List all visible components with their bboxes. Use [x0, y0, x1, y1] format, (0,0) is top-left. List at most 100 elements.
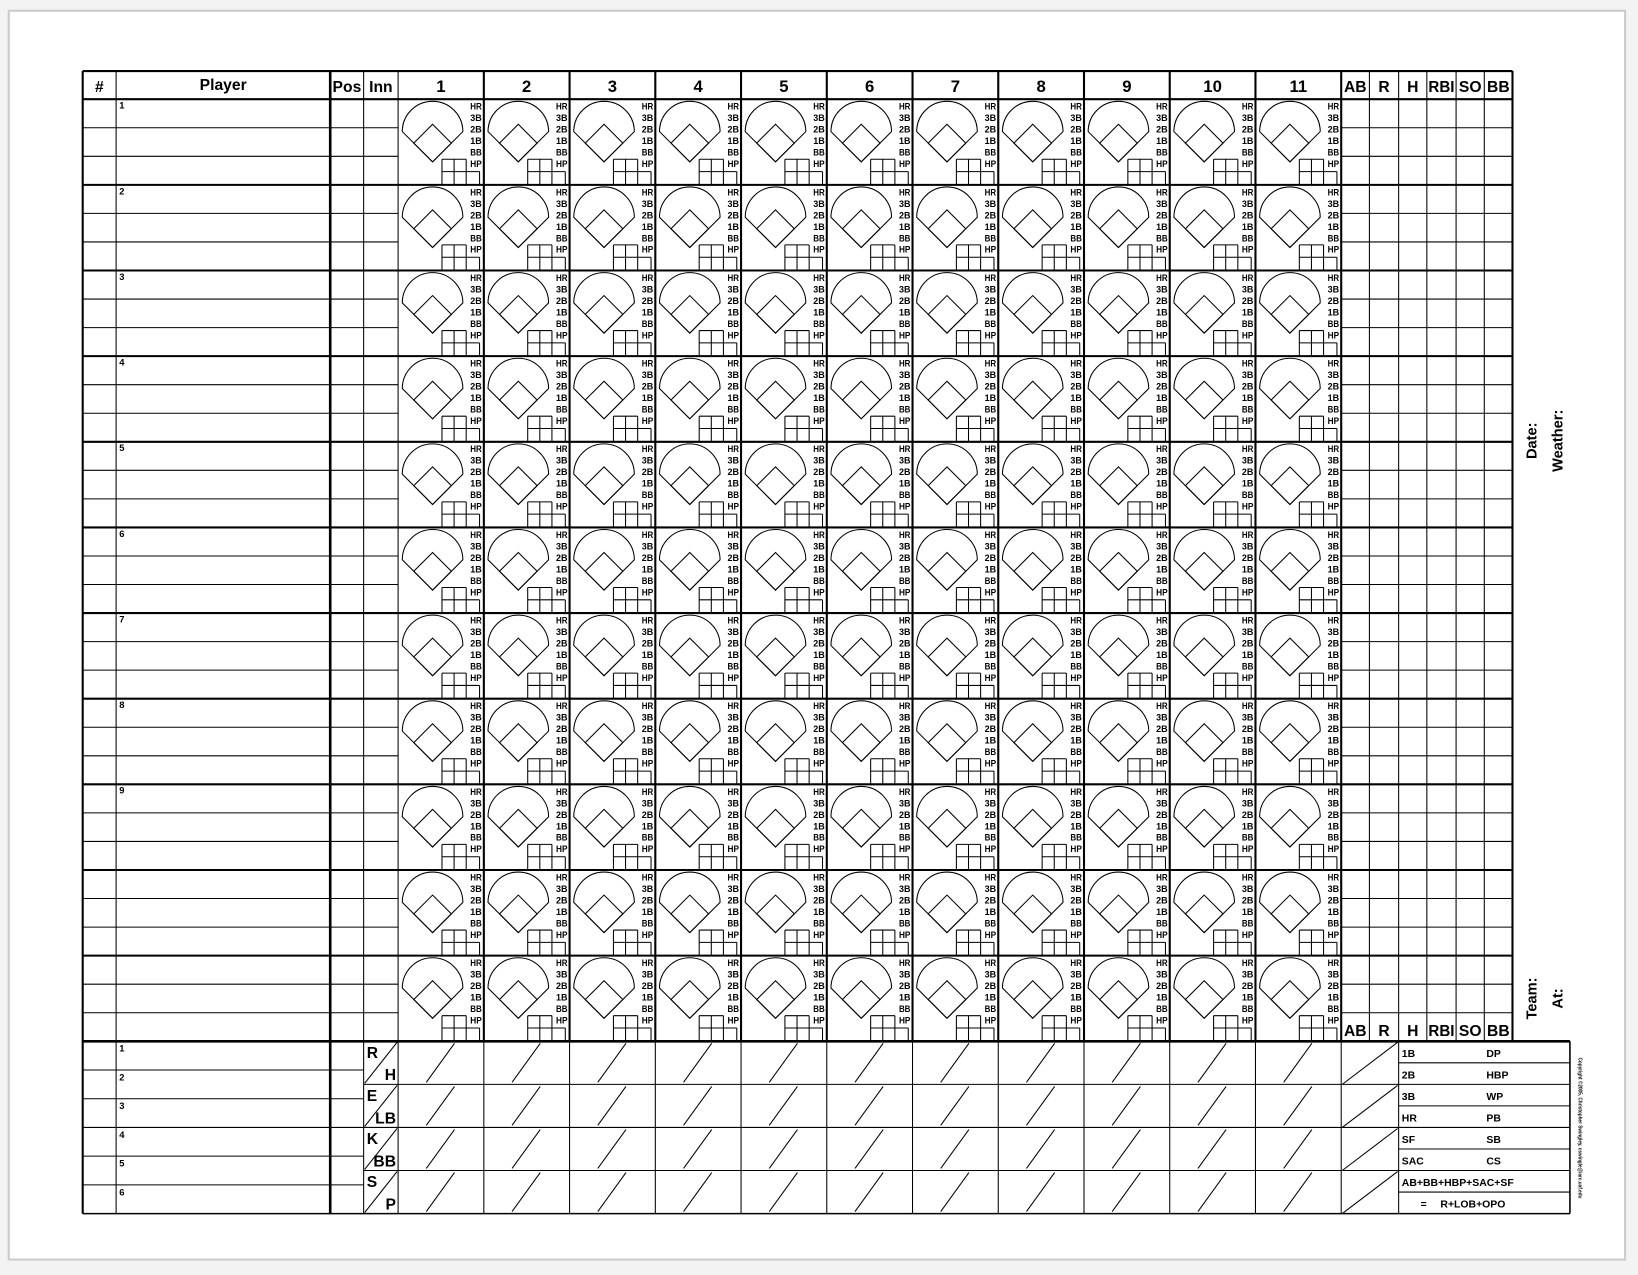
pitcher-slot-number: 5: [119, 1158, 124, 1169]
result-3b: 3B: [642, 112, 654, 123]
diamond-icon: [413, 723, 453, 763]
slot-number: 2: [119, 185, 124, 196]
result-1b: 1B: [1156, 135, 1168, 146]
result-hp: HP: [1156, 843, 1167, 854]
result-3b: 3B: [470, 455, 482, 466]
stats-total-diagonal: [1341, 1171, 1398, 1215]
result-bb: BB: [899, 318, 911, 329]
result-hr: HR: [899, 101, 911, 112]
result-bb: BB: [642, 489, 654, 500]
result-hr: HR: [1242, 957, 1254, 968]
result-bb: BB: [985, 232, 997, 243]
result-hr: HR: [813, 871, 825, 882]
result-3b: 3B: [727, 883, 739, 894]
result-1b: 1B: [1156, 563, 1168, 574]
field-outline-icon: [658, 529, 721, 591]
result-hr: HR: [1242, 443, 1254, 454]
result-1b: 1B: [556, 649, 568, 660]
diamond-icon: [927, 209, 967, 249]
result-hr: HR: [1328, 529, 1340, 540]
result-2b: 2B: [556, 552, 568, 563]
result-3b: 3B: [642, 198, 654, 209]
count-boxes: [870, 158, 909, 185]
result-hr: HR: [727, 700, 739, 711]
count-boxes: [441, 929, 481, 956]
result-1b: 1B: [813, 306, 825, 317]
count-boxes: [955, 929, 995, 956]
field-outline-icon: [1087, 786, 1150, 848]
result-2b: 2B: [1070, 209, 1082, 220]
count-boxes: [784, 758, 824, 785]
diamond-icon: [584, 123, 624, 163]
header-inning-11: 11: [1289, 77, 1307, 96]
diamond-icon: [755, 637, 796, 677]
result-hp: HP: [556, 329, 567, 340]
label-diagonal: [364, 1128, 398, 1170]
result-bb: BB: [642, 917, 654, 928]
field-outline-icon: [1001, 186, 1064, 249]
result-3b: 3B: [1328, 198, 1340, 209]
result-3b: 3B: [1156, 712, 1168, 723]
result-hr: HR: [727, 358, 739, 369]
result-hr: HR: [1242, 186, 1254, 197]
result-1b: 1B: [1156, 735, 1168, 746]
result-bb: BB: [556, 575, 568, 586]
result-3b: 3B: [1156, 540, 1168, 551]
footer-stat-so: SO: [1459, 1023, 1482, 1040]
result-2b: 2B: [985, 295, 997, 306]
result-hp: HP: [813, 244, 824, 255]
result-hr: HR: [813, 101, 825, 112]
total-cell-slash: [1197, 1086, 1227, 1126]
result-1b: 1B: [727, 392, 739, 403]
result-3b: 3B: [556, 540, 568, 551]
count-boxes: [1298, 843, 1338, 870]
result-hp: HP: [1242, 329, 1253, 340]
result-1b: 1B: [1328, 735, 1340, 746]
result-3b: 3B: [556, 198, 568, 209]
result-3b: 3B: [813, 283, 825, 294]
result-3b: 3B: [1070, 283, 1082, 294]
result-1b: 1B: [813, 820, 825, 831]
result-1b: 1B: [899, 563, 911, 574]
diamond-icon: [927, 637, 967, 677]
result-hr: HR: [1070, 101, 1082, 112]
field-outline-icon: [1001, 700, 1064, 763]
diamond-icon: [1184, 294, 1224, 334]
slot-number: 5: [119, 442, 124, 453]
count-boxes: [1041, 244, 1081, 271]
field-outline-icon: [401, 871, 464, 934]
result-3b: 3B: [1328, 626, 1340, 637]
diamond-icon: [1098, 123, 1138, 163]
result-hp: HP: [556, 758, 567, 769]
result-3b: 3B: [642, 283, 654, 294]
result-hp: HP: [985, 244, 996, 255]
total-cell-slash: [1283, 1086, 1313, 1126]
result-2b: 2B: [813, 381, 825, 392]
count-boxes: [1298, 415, 1338, 442]
result-3b: 3B: [1070, 540, 1082, 551]
result-3b: 3B: [985, 969, 997, 980]
total-cell-slash: [1026, 1043, 1056, 1083]
field-outline-icon: [573, 529, 635, 591]
result-bb: BB: [470, 832, 482, 843]
field-outline-icon: [401, 529, 464, 591]
diamond-icon: [1270, 808, 1310, 848]
count-boxes: [870, 415, 909, 442]
result-2b: 2B: [727, 209, 739, 220]
result-3b: 3B: [1242, 797, 1254, 808]
total-cell-slash: [768, 1129, 798, 1169]
result-3b: 3B: [985, 626, 997, 637]
count-boxes: [955, 244, 995, 271]
result-2b: 2B: [1328, 124, 1340, 135]
result-hr: HR: [1156, 871, 1168, 882]
